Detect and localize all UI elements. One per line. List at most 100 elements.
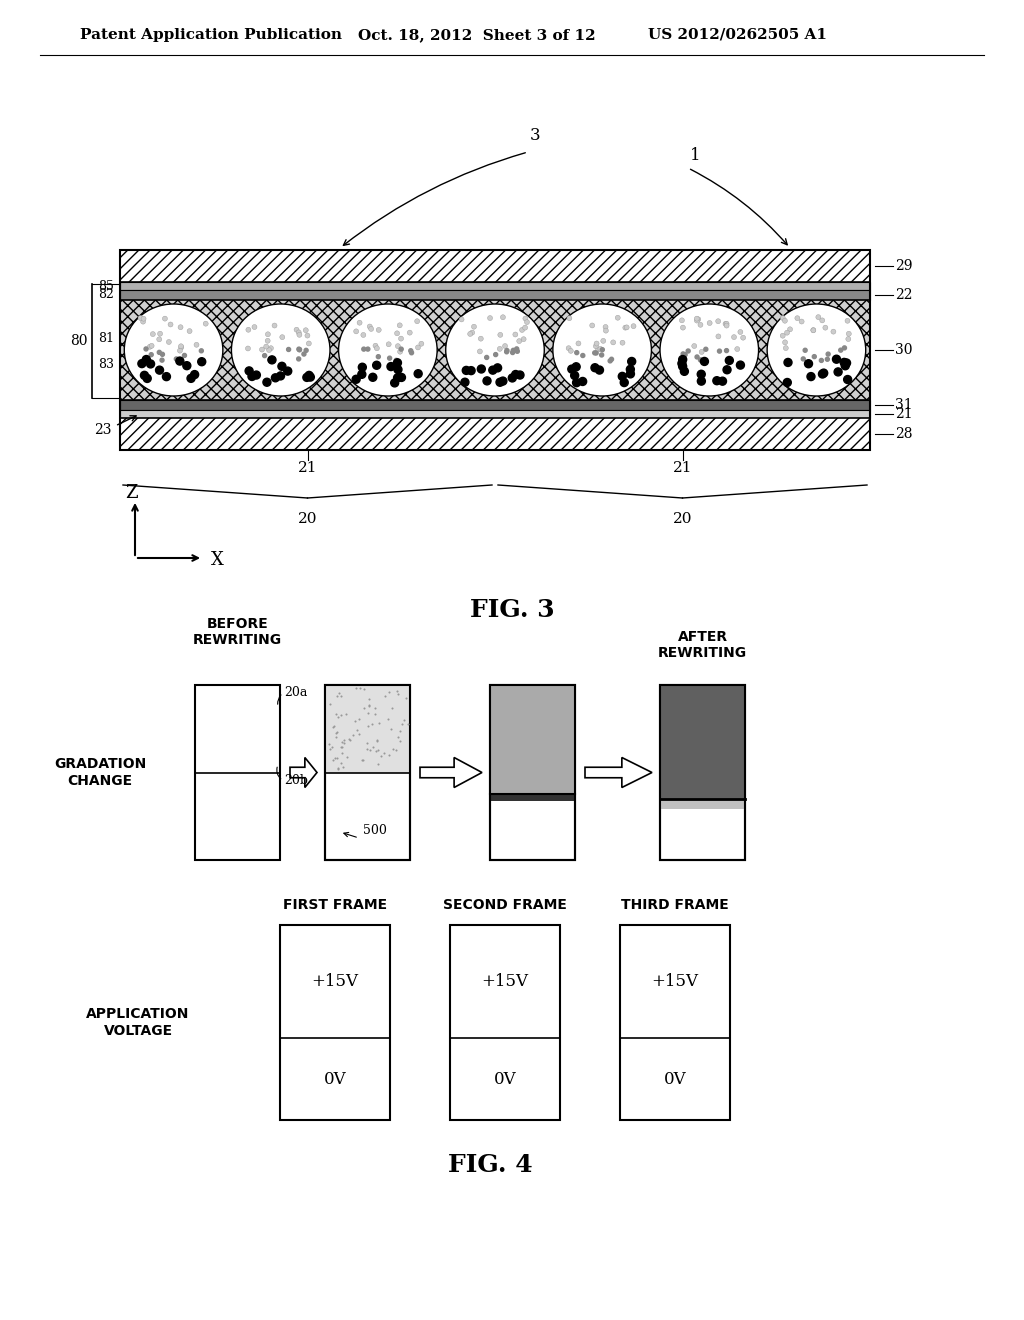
- Circle shape: [161, 352, 165, 356]
- Bar: [120, 400, 870, 411]
- Ellipse shape: [231, 304, 330, 396]
- Circle shape: [601, 338, 606, 343]
- Circle shape: [503, 343, 508, 348]
- Bar: [660, 799, 745, 809]
- Circle shape: [176, 358, 184, 366]
- Circle shape: [297, 347, 301, 351]
- Circle shape: [818, 370, 826, 378]
- Circle shape: [297, 347, 302, 352]
- Circle shape: [594, 351, 598, 355]
- Circle shape: [724, 321, 729, 326]
- Circle shape: [200, 348, 204, 352]
- Circle shape: [484, 355, 488, 359]
- Circle shape: [156, 366, 164, 374]
- Circle shape: [780, 333, 785, 338]
- Circle shape: [735, 347, 739, 351]
- Circle shape: [140, 371, 148, 379]
- Circle shape: [388, 356, 391, 360]
- Circle shape: [512, 371, 519, 379]
- Text: 0V: 0V: [664, 1071, 686, 1088]
- Circle shape: [623, 325, 628, 330]
- Circle shape: [567, 366, 575, 374]
- Circle shape: [519, 327, 524, 333]
- Circle shape: [409, 348, 413, 352]
- Circle shape: [505, 348, 509, 352]
- Ellipse shape: [339, 304, 437, 396]
- Circle shape: [294, 327, 299, 333]
- Circle shape: [621, 379, 629, 387]
- Text: 30: 30: [895, 343, 912, 356]
- Circle shape: [394, 358, 398, 362]
- Circle shape: [459, 317, 464, 322]
- Circle shape: [723, 321, 728, 326]
- Text: FIG. 4: FIG. 4: [447, 1152, 532, 1177]
- Circle shape: [600, 352, 603, 356]
- Circle shape: [740, 335, 745, 341]
- Circle shape: [568, 348, 573, 354]
- Circle shape: [157, 337, 162, 342]
- Bar: [120, 300, 870, 400]
- Circle shape: [187, 375, 195, 383]
- Circle shape: [393, 374, 401, 381]
- Text: 20b: 20b: [284, 774, 308, 787]
- Circle shape: [143, 375, 152, 383]
- Circle shape: [178, 325, 183, 330]
- Circle shape: [738, 330, 742, 334]
- Circle shape: [203, 321, 208, 326]
- Circle shape: [839, 348, 843, 352]
- Circle shape: [830, 329, 836, 334]
- Circle shape: [816, 314, 821, 319]
- Polygon shape: [585, 758, 652, 788]
- Circle shape: [820, 318, 824, 323]
- Circle shape: [523, 315, 528, 321]
- Circle shape: [697, 378, 706, 385]
- Text: 3: 3: [530, 127, 541, 144]
- Circle shape: [511, 348, 515, 352]
- Circle shape: [150, 343, 155, 348]
- Circle shape: [694, 318, 699, 323]
- Circle shape: [843, 346, 847, 350]
- Circle shape: [686, 348, 690, 352]
- Circle shape: [618, 372, 627, 380]
- Text: FIRST FRAME: FIRST FRAME: [283, 898, 387, 912]
- Circle shape: [680, 325, 685, 330]
- Circle shape: [174, 356, 178, 360]
- Bar: [660, 685, 745, 799]
- Circle shape: [393, 359, 401, 367]
- Bar: [620, 925, 730, 1119]
- Circle shape: [505, 350, 509, 354]
- Text: 31: 31: [895, 399, 912, 412]
- Circle shape: [698, 358, 702, 362]
- Circle shape: [718, 348, 722, 354]
- Circle shape: [248, 372, 256, 380]
- Circle shape: [467, 367, 475, 375]
- Circle shape: [625, 325, 629, 330]
- Bar: [490, 685, 575, 861]
- Circle shape: [679, 363, 687, 371]
- Circle shape: [680, 367, 688, 375]
- Circle shape: [303, 374, 311, 381]
- Circle shape: [801, 356, 805, 360]
- Bar: [325, 685, 410, 772]
- Circle shape: [593, 351, 597, 355]
- Circle shape: [844, 375, 852, 384]
- Circle shape: [478, 337, 483, 341]
- Circle shape: [141, 317, 146, 321]
- Circle shape: [151, 331, 156, 337]
- Circle shape: [198, 358, 206, 366]
- Circle shape: [700, 358, 709, 366]
- Text: +15V: +15V: [651, 973, 698, 990]
- Circle shape: [399, 347, 403, 351]
- Circle shape: [515, 350, 519, 354]
- Circle shape: [811, 327, 816, 333]
- Circle shape: [517, 338, 522, 343]
- Circle shape: [297, 333, 302, 338]
- Circle shape: [567, 315, 571, 321]
- Text: 83: 83: [98, 359, 114, 371]
- Circle shape: [304, 348, 308, 352]
- Circle shape: [166, 339, 171, 345]
- Text: 20: 20: [673, 512, 692, 525]
- Circle shape: [627, 366, 634, 374]
- Polygon shape: [420, 758, 482, 788]
- Circle shape: [499, 378, 507, 385]
